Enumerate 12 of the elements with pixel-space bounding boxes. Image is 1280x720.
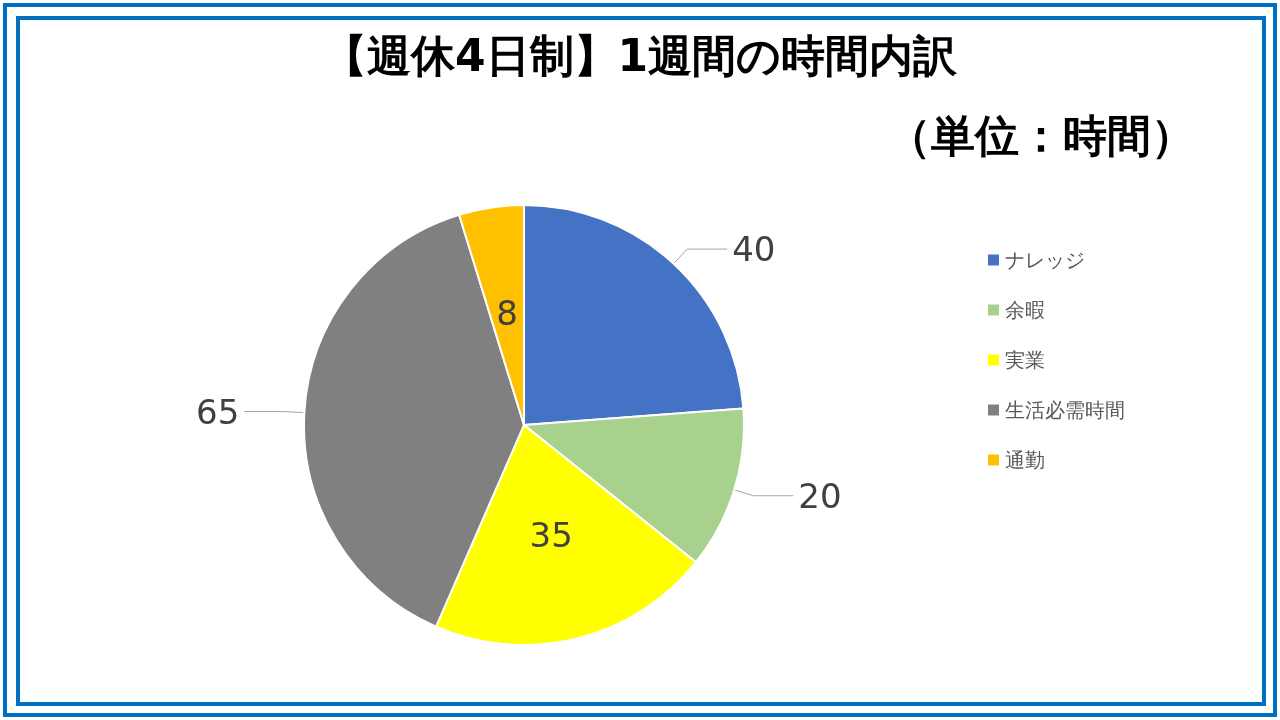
legend-label: 生活必需時間 (1005, 398, 1125, 422)
legend-label: 実業 (1005, 348, 1045, 372)
data-label: 20 (798, 475, 842, 516)
chart-title: 【週休4日制】1週間の時間内訳 (322, 29, 959, 81)
data-label: 8 (496, 293, 518, 334)
legend-label: 余暇 (1005, 298, 1045, 322)
legend-label: 通勤 (1005, 448, 1045, 472)
legend-label: ナレッジ (1005, 248, 1085, 272)
chart-subtitle: （単位：時間） (887, 109, 1195, 161)
data-label: 40 (732, 229, 776, 270)
data-label: 35 (529, 514, 573, 555)
data-label: 65 (196, 391, 240, 432)
